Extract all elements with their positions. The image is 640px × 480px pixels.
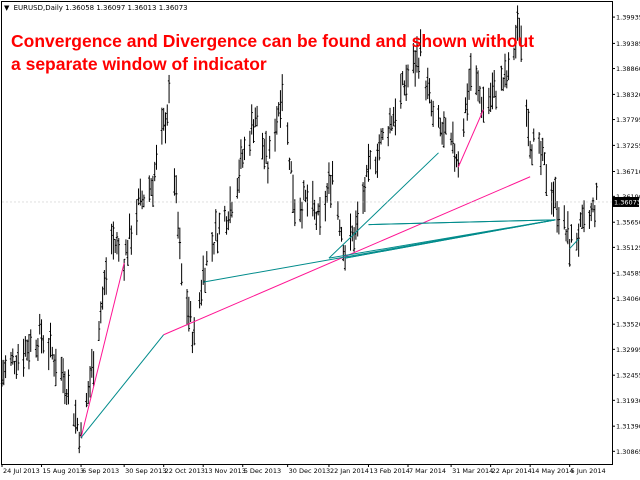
x-tick-label: 30 Sep 2013 <box>125 467 166 475</box>
headline-annotation: Convergence and Divergence can be found … <box>11 30 581 76</box>
bearish-divergence-line <box>80 262 125 438</box>
x-tick-label: 14 May 2014 <box>531 467 573 475</box>
y-tick-label: 1.39935 <box>616 14 640 22</box>
bearish-divergence-line <box>457 109 484 168</box>
y-tick-label: 1.30865 <box>616 448 640 456</box>
x-tick-label: 6 Sep 2013 <box>82 467 119 475</box>
symbol-title: EURUSD,Daily <box>13 4 63 12</box>
headline-line-2: a separate window of indicator <box>11 54 267 74</box>
triangle-down-icon[interactable]: ▼ <box>4 4 10 12</box>
y-tick-label: 1.36190 <box>616 193 640 201</box>
bearish-divergence-line <box>163 176 531 336</box>
ohlc-values: 1.36058 1.36097 1.36013 1.36073 <box>65 4 188 12</box>
x-tick-label: 5 Dec 2013 <box>244 467 281 475</box>
y-tick-label: 1.39385 <box>616 40 640 48</box>
bullish-divergence-line <box>569 238 580 249</box>
current-price-marker <box>613 196 639 207</box>
x-tick-label: 13 Feb 2014 <box>369 467 409 475</box>
headline-line-1: Convergence and Divergence can be found … <box>11 31 535 51</box>
current-price-label: 1.36073 <box>614 198 640 206</box>
y-tick-label: 1.34585 <box>616 270 640 278</box>
x-tick-label: 13 Nov 2013 <box>204 467 246 475</box>
x-tick-label: 22 Apr 2014 <box>492 467 532 475</box>
x-tick-label: 7 Mar 2014 <box>409 467 446 475</box>
x-tick-label: 5 Jun 2014 <box>571 467 606 475</box>
y-tick-label: 1.36710 <box>616 168 640 176</box>
y-tick-label: 1.32995 <box>616 346 640 354</box>
y-tick-label: 1.34060 <box>616 295 640 303</box>
y-tick-label: 1.37255 <box>616 142 640 150</box>
x-tick-label: 22 Jan 2014 <box>330 467 369 475</box>
bullish-divergence-line <box>80 334 165 438</box>
y-tick-label: 1.35125 <box>616 244 640 252</box>
bullish-divergence-line <box>328 152 439 259</box>
y-tick-label: 1.38860 <box>616 65 640 73</box>
y-tick-label: 1.35650 <box>616 219 640 227</box>
symbol-bar: ▼ EURUSD,Daily 1.36058 1.36097 1.36013 1… <box>4 4 188 12</box>
y-tick-label: 1.33520 <box>616 321 640 329</box>
y-tick-label: 1.38320 <box>616 91 640 99</box>
y-tick-label: 1.31390 <box>616 423 640 431</box>
x-tick-label: 22 Oct 2013 <box>165 467 205 475</box>
bullish-divergence-line <box>345 219 556 259</box>
x-tick-label: 31 Mar 2014 <box>452 467 493 475</box>
x-tick-label: 24 Jul 2013 <box>3 467 40 475</box>
bullish-divergence-line <box>368 219 556 226</box>
y-tick-label: 1.37795 <box>616 116 640 124</box>
y-tick-label: 1.32455 <box>616 372 640 380</box>
plot-area[interactable] <box>1 1 613 465</box>
x-tick-label: 30 Dec 2013 <box>289 467 331 475</box>
x-tick-label: 15 Aug 2013 <box>43 467 85 475</box>
y-tick-label: 1.31930 <box>616 397 640 405</box>
